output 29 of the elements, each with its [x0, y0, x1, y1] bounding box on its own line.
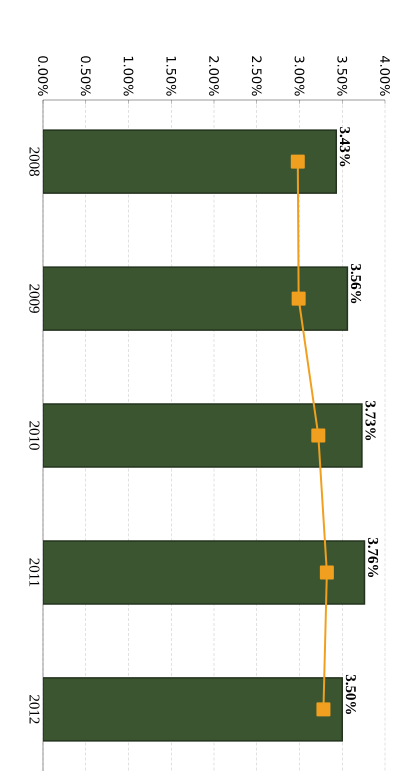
y-tick-label: 2009 [29, 284, 40, 313]
point [320, 565, 334, 580]
x-tick-label: 3.50% [337, 56, 348, 96]
data-label: 3.73% [365, 400, 376, 440]
x-tick-label: 1.50% [166, 56, 176, 96]
x-tick-label: 4.00% [380, 56, 390, 96]
x-tick-label: 0.50% [80, 56, 91, 96]
point [316, 702, 330, 716]
bar [43, 266, 348, 331]
x-tick-label: 2.00% [209, 56, 219, 96]
x-tick-label: 0.00% [38, 56, 48, 96]
y-tick-label: 2010 [29, 421, 40, 450]
data-label: 3.43% [340, 127, 350, 166]
point [290, 154, 305, 169]
bar [43, 540, 366, 605]
data-label: 3.50% [346, 674, 356, 714]
bar [43, 677, 344, 742]
bar [43, 403, 363, 468]
data-label: 3.56% [350, 264, 362, 304]
y-tick-label: 2011 [29, 558, 40, 586]
data-label: 3.76% [368, 538, 378, 578]
y-tick-label: 2008 [29, 147, 40, 176]
x-tick-label: 3.00% [294, 56, 304, 96]
x-tick-label: 2.50% [252, 56, 262, 96]
bar [43, 129, 338, 194]
y-tick-label: 2012 [29, 695, 40, 724]
point [311, 428, 326, 443]
x-tick-label: 1.00% [124, 56, 134, 96]
point [292, 292, 306, 306]
